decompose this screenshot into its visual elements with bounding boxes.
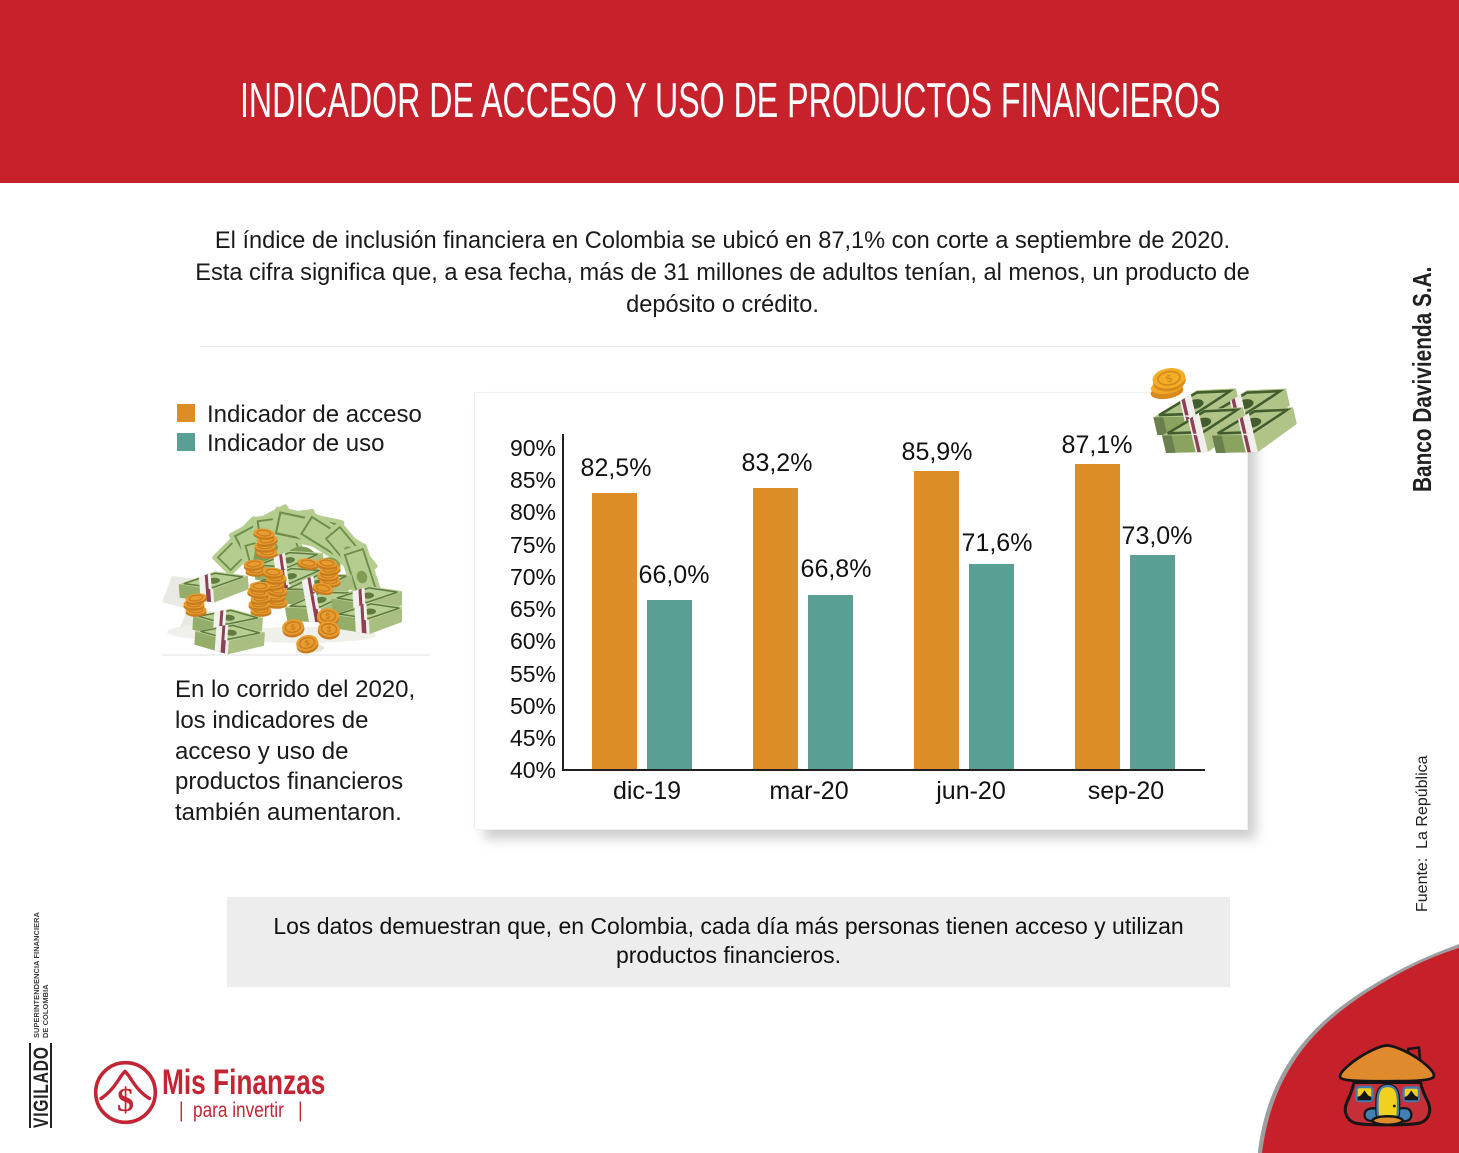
svg-text:$: $ (117, 1082, 134, 1119)
svg-text:$: $ (1164, 372, 1174, 385)
